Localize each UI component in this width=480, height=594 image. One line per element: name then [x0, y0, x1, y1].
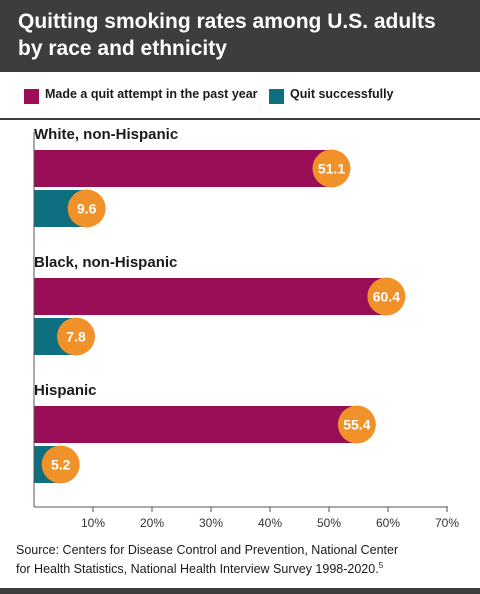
x-tick-label-30: 30%	[199, 516, 223, 530]
legend-label-attempt: Made a quit attempt in the past year	[45, 87, 258, 101]
data-badge-white-non-hispanic-quit	[67, 189, 106, 228]
data-label-black-non-hispanic-quit: 7.8	[66, 329, 86, 345]
chart-legend: Made a quit attempt in the past year Qui…	[0, 86, 480, 110]
x-tick-label-50: 50%	[317, 516, 341, 530]
x-tick-label-60: 60%	[376, 516, 400, 530]
footer-bar	[0, 588, 480, 594]
chart-title: Quitting smoking rates among U.S. adults…	[18, 8, 458, 62]
chart-header: Quitting smoking rates among U.S. adults…	[0, 0, 480, 72]
source-line-2: for Health Statistics, National Health I…	[16, 562, 379, 577]
x-tick-label-20: 20%	[140, 516, 164, 530]
data-badge-black-non-hispanic-quit	[57, 317, 96, 356]
legend-swatch-attempt	[24, 89, 39, 104]
data-badge-hispanic-attempt	[337, 405, 376, 444]
legend-divider	[0, 118, 480, 120]
data-badge-white-non-hispanic-attempt	[312, 149, 351, 188]
x-tick-label-40: 40%	[258, 516, 282, 530]
data-label-white-non-hispanic-quit: 9.6	[77, 201, 97, 217]
legend-swatch-quit	[269, 89, 284, 104]
data-badge-hispanic-quit	[41, 445, 80, 484]
source-note: Source: Centers for Disease Control and …	[16, 542, 466, 577]
chart-title-line-2: by race and ethnicity	[18, 37, 227, 60]
x-tick-label-10: 10%	[81, 516, 105, 530]
bar-hispanic-attempt	[34, 406, 361, 443]
x-tick-label-70: 70%	[435, 516, 459, 530]
data-label-white-non-hispanic-attempt: 51.1	[318, 161, 345, 177]
category-label-white-non-hispanic: White, non-Hispanic	[34, 126, 178, 143]
data-badge-black-non-hispanic-attempt	[367, 277, 406, 316]
category-label-black-non-hispanic: Black, non-Hispanic	[34, 254, 177, 271]
chart-title-line-1: Quitting smoking rates among U.S. adults	[18, 10, 436, 33]
category-label-hispanic: Hispanic	[34, 382, 97, 399]
bar-white-non-hispanic-attempt	[34, 150, 336, 187]
bar-black-non-hispanic-attempt	[34, 278, 391, 315]
data-label-black-non-hispanic-attempt: 60.4	[373, 289, 400, 305]
bar-chart: White, non-Hispanic 51.1 9.6 Black, non-His…	[33, 126, 459, 530]
data-label-hispanic-attempt: 55.4	[343, 417, 370, 433]
legend-label-quit: Quit successfully	[290, 87, 394, 101]
source-footnote: 5	[378, 561, 384, 570]
data-label-hispanic-quit: 5.2	[51, 457, 71, 473]
source-line-1: Source: Centers for Disease Control and …	[16, 543, 399, 557]
